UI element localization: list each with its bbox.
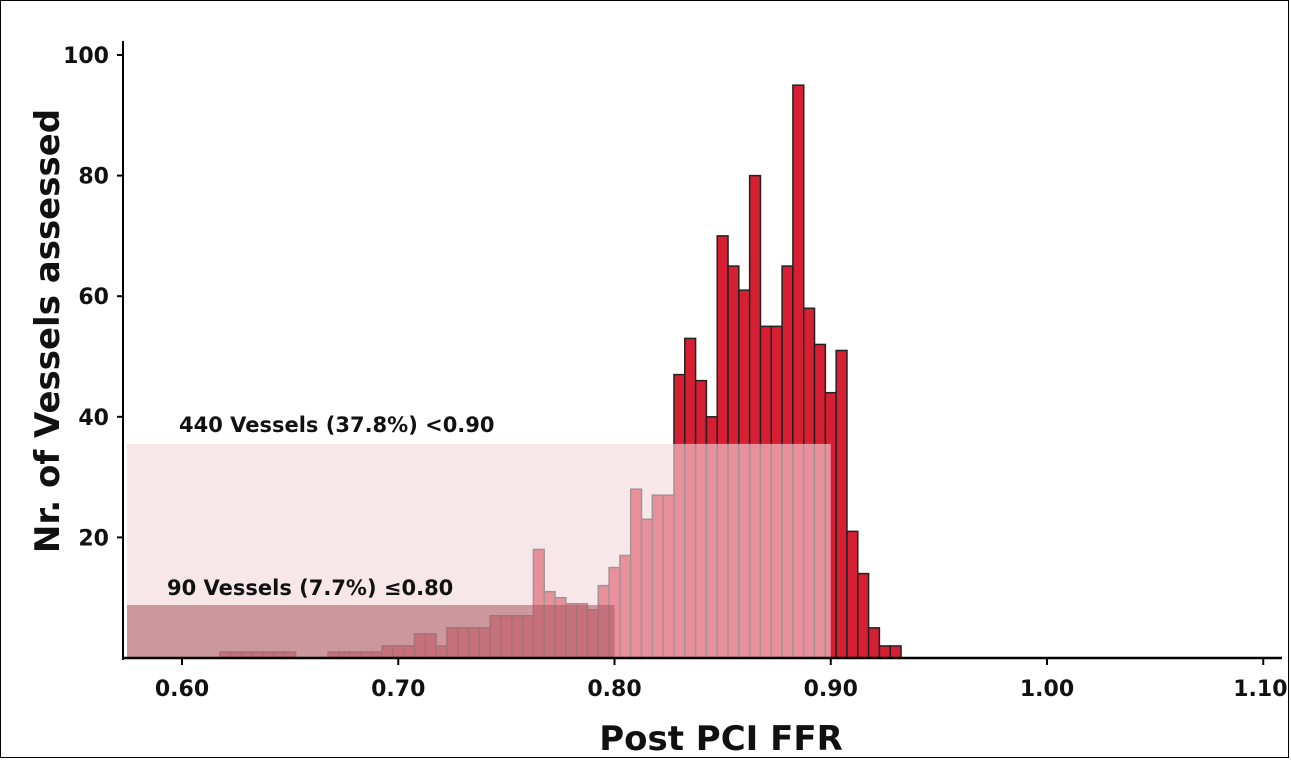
x-tick-label: 0.90 bbox=[804, 677, 858, 702]
x-tick-label: 0.60 bbox=[155, 677, 209, 702]
x-tick-label: 0.80 bbox=[587, 677, 641, 702]
annotation-bands bbox=[127, 443, 831, 658]
labels: 20 40 60 80 100 0.60 0.70 0.80 0.90 1.00 1.10 Post … bbox=[28, 44, 1288, 759]
y-tick-label: 80 bbox=[78, 165, 109, 190]
x-tick-label: 1.00 bbox=[1020, 677, 1074, 702]
annotation-below-0-90: 440 Vessels (37.8%) <0.90 bbox=[179, 413, 495, 437]
band-below-0-80 bbox=[127, 604, 615, 658]
annotation-below-0-80: 90 Vessels (7.7%) ≤0.80 bbox=[167, 576, 453, 600]
histogram-bar bbox=[857, 572, 870, 659]
y-tick-label: 20 bbox=[78, 526, 109, 551]
histogram-bar bbox=[846, 530, 859, 659]
y-tick-label: 60 bbox=[78, 285, 109, 310]
y-tick-label: 40 bbox=[78, 406, 109, 431]
histogram-bar bbox=[835, 349, 848, 659]
x-tick-label: 0.70 bbox=[371, 677, 425, 702]
y-axis-title: Nr. of Vessels assessed bbox=[28, 109, 68, 553]
y-tick-label: 100 bbox=[63, 44, 109, 69]
histogram-bar bbox=[878, 645, 891, 659]
axes bbox=[117, 41, 1282, 665]
x-axis-title: Post PCI FFR bbox=[599, 719, 843, 759]
histogram-bar bbox=[889, 645, 902, 659]
histogram-bar bbox=[867, 627, 881, 659]
x-tick-label: 1.10 bbox=[1233, 677, 1287, 702]
